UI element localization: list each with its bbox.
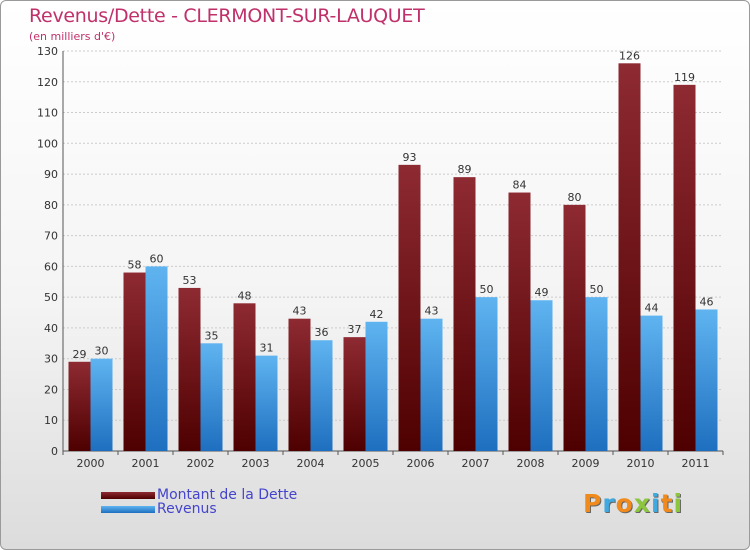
chart-title: Revenus/Dette - CLERMONT-SUR-LAUQUET xyxy=(29,5,425,27)
y-tick-label: 120 xyxy=(37,76,58,89)
bar-debt xyxy=(618,63,641,452)
bar-revenue xyxy=(365,321,388,451)
bar-revenue xyxy=(420,318,443,451)
bar-revenue xyxy=(640,315,663,451)
bar-debt xyxy=(563,204,586,451)
y-tick-label: 90 xyxy=(44,168,58,181)
bar-debt xyxy=(453,177,476,451)
x-tick-label: 2004 xyxy=(297,457,325,470)
x-tick-label: 2001 xyxy=(132,457,160,470)
data-label-revenue: 60 xyxy=(150,252,164,265)
y-tick-label: 130 xyxy=(37,45,58,58)
bar-debt xyxy=(68,361,91,451)
data-label-revenue: 46 xyxy=(700,295,714,308)
bar-revenue xyxy=(90,358,113,451)
data-label-debt: 43 xyxy=(293,305,307,318)
x-tick-label: 2008 xyxy=(517,457,545,470)
x-tick-label: 2011 xyxy=(682,457,710,470)
x-tick-label: 2003 xyxy=(242,457,270,470)
x-tick-label: 2010 xyxy=(627,457,655,470)
legend-label-revenue: Revenus xyxy=(157,501,217,517)
bar-debt xyxy=(178,287,201,451)
bar-revenue xyxy=(200,343,223,451)
x-tick-label: 2007 xyxy=(462,457,490,470)
bar-debt xyxy=(288,318,311,451)
bar-revenue xyxy=(255,355,278,451)
y-tick-label: 110 xyxy=(37,107,58,120)
bar-revenue xyxy=(145,266,168,451)
bar-revenue xyxy=(475,297,498,451)
chart-subtitle: (en milliers d'€) xyxy=(29,30,116,43)
y-tick-label: 10 xyxy=(44,414,58,427)
y-tick-label: 50 xyxy=(44,291,58,304)
y-tick-label: 100 xyxy=(37,137,58,150)
data-label-debt: 80 xyxy=(568,191,582,204)
data-label-revenue: 42 xyxy=(370,308,384,321)
data-label-debt: 119 xyxy=(674,71,695,84)
y-tick-label: 20 xyxy=(44,383,58,396)
bar-debt xyxy=(398,164,421,451)
bar-revenue xyxy=(695,309,718,451)
bar-debt xyxy=(123,272,146,451)
data-label-debt: 84 xyxy=(513,179,527,192)
data-label-revenue: 50 xyxy=(480,283,494,296)
x-tick-label: 2006 xyxy=(407,457,435,470)
data-label-revenue: 35 xyxy=(205,329,219,342)
y-tick-label: 0 xyxy=(51,445,58,458)
data-label-revenue: 50 xyxy=(590,283,604,296)
x-tick-label: 2005 xyxy=(352,457,380,470)
y-tick-label: 40 xyxy=(44,322,58,335)
data-label-revenue: 31 xyxy=(260,342,274,355)
proxiti-logo: Proxiti xyxy=(583,489,684,518)
data-label-debt: 48 xyxy=(238,289,252,302)
data-label-debt: 89 xyxy=(458,163,472,176)
data-label-debt: 126 xyxy=(619,49,640,62)
data-label-revenue: 49 xyxy=(535,286,549,299)
bar-revenue xyxy=(310,340,333,451)
bar-debt xyxy=(233,303,256,451)
legend-swatch-revenue xyxy=(101,505,155,513)
bar-revenue xyxy=(530,300,553,451)
data-label-debt: 93 xyxy=(403,151,417,164)
data-label-revenue: 36 xyxy=(315,326,329,339)
legend-swatch-debt xyxy=(101,491,155,499)
legend-label-debt: Montant de la Dette xyxy=(157,487,298,503)
data-label-debt: 58 xyxy=(128,259,142,272)
y-tick-label: 80 xyxy=(44,199,58,212)
legend-item-debt: Montant de la Dette xyxy=(101,487,297,503)
data-label-revenue: 44 xyxy=(645,302,659,315)
y-tick-label: 30 xyxy=(44,353,58,366)
data-label-debt: 53 xyxy=(183,274,197,287)
bar-revenue xyxy=(585,297,608,451)
legend-item-revenue: Revenus xyxy=(101,501,217,517)
data-label-debt: 37 xyxy=(348,323,362,336)
x-tick-label: 2000 xyxy=(77,457,105,470)
x-tick-label: 2002 xyxy=(187,457,215,470)
y-tick-label: 70 xyxy=(44,230,58,243)
bar-debt xyxy=(673,84,696,451)
x-tick-label: 2009 xyxy=(572,457,600,470)
y-tick-label: 60 xyxy=(44,260,58,273)
bar-debt xyxy=(343,337,366,451)
data-label-revenue: 30 xyxy=(95,345,109,358)
data-label-revenue: 43 xyxy=(425,305,439,318)
bar-debt xyxy=(508,192,531,452)
data-label-debt: 29 xyxy=(73,348,87,361)
